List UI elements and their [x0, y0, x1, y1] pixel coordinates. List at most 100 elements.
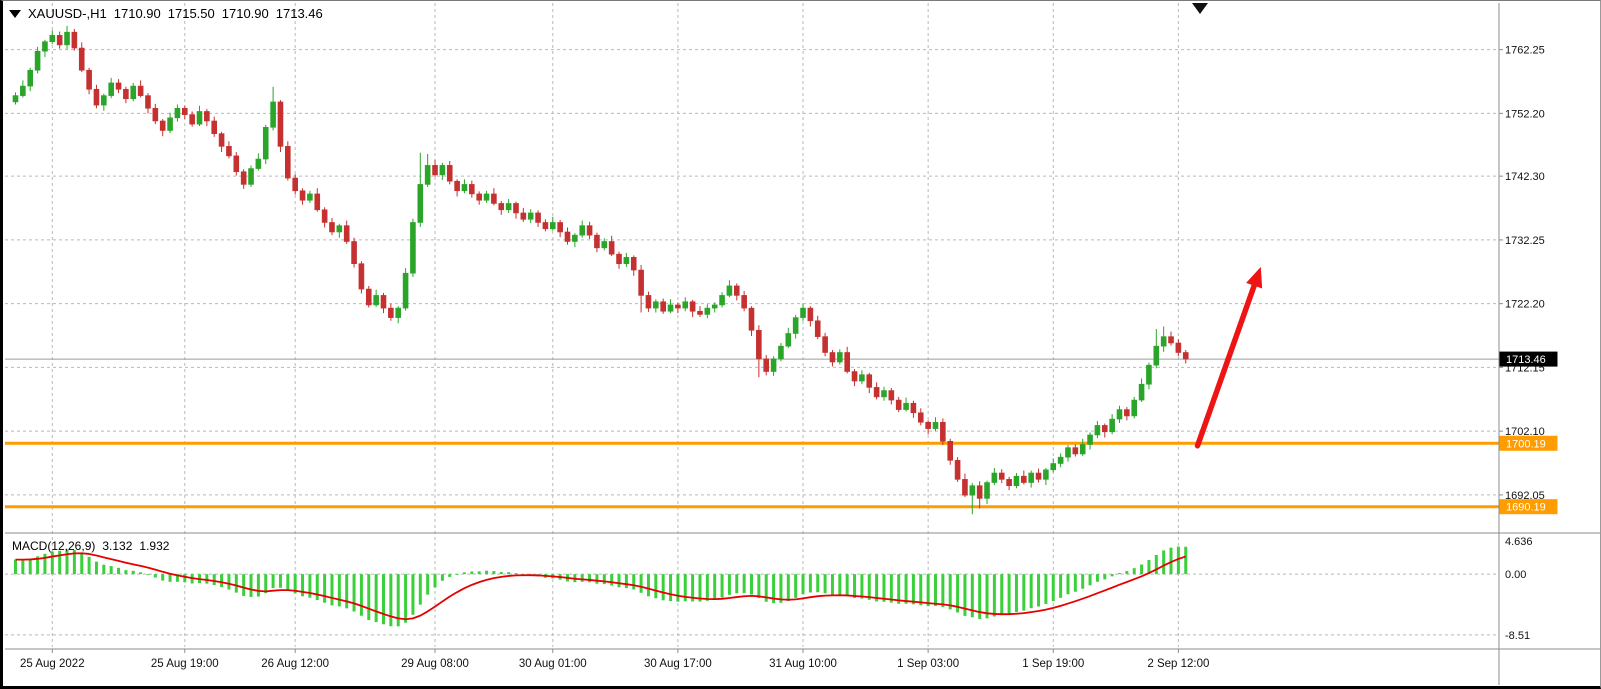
candle-body — [498, 203, 505, 211]
candle-body — [579, 225, 586, 236]
candle-body — [859, 374, 865, 382]
macd-histogram-bar — [1169, 547, 1173, 575]
candle-body — [940, 421, 946, 442]
candle-body — [108, 82, 114, 96]
candle-body — [417, 184, 424, 223]
candle-body — [969, 485, 976, 496]
macd-histogram-bar — [735, 574, 739, 594]
candle-body — [1043, 469, 1049, 480]
candle-body — [1006, 479, 1012, 486]
candle-body — [807, 307, 814, 322]
candle-body — [1124, 409, 1130, 417]
macd-histogram-bar — [941, 574, 945, 608]
macd-axis-label: 4.636 — [1505, 536, 1533, 548]
macd-histogram-bar — [889, 574, 893, 603]
candle-body — [814, 320, 821, 337]
candle-body — [542, 222, 549, 230]
macd-indicator-label: MACD(12,26,9) 3.132 1.932 — [12, 539, 169, 553]
candle-body — [1109, 418, 1115, 433]
macd-histogram-bar — [389, 574, 393, 627]
chart-shift-marker-icon[interactable] — [1192, 3, 1208, 14]
candle-body — [373, 295, 379, 306]
chart-canvas[interactable]: 1762.251752.201742.301732.251722.201712.… — [3, 1, 1601, 689]
candle-body — [844, 352, 850, 372]
candle-body — [262, 127, 269, 160]
macd-histogram-bar — [1154, 554, 1158, 575]
macd-histogram-bar — [264, 574, 268, 594]
candle-body — [1101, 425, 1108, 433]
candle-body — [1072, 447, 1079, 455]
macd-histogram-bar — [764, 574, 768, 602]
macd-histogram-bar — [750, 574, 753, 595]
macd-histogram-bar — [838, 574, 842, 595]
chart-background — [3, 1, 1600, 686]
trend-arrow-head[interactable] — [1246, 266, 1263, 289]
macd-histogram-bar — [36, 556, 40, 575]
candle-body — [505, 203, 512, 211]
candle-body — [917, 412, 924, 423]
candle-body — [888, 390, 895, 401]
macd-histogram-bar — [639, 574, 643, 593]
macd-histogram-bar — [65, 549, 69, 575]
macd-histogram-bar — [50, 551, 54, 575]
candle-body — [307, 193, 313, 201]
macd-histogram-bar — [588, 574, 592, 583]
macd-histogram-bar — [632, 574, 636, 590]
macd-histogram-bar — [1022, 574, 1026, 611]
candle-body — [1050, 463, 1057, 471]
candle-body — [535, 212, 541, 223]
candle-body — [130, 85, 137, 100]
candle-body — [1175, 342, 1182, 353]
macd-histogram-bar — [794, 574, 798, 598]
candle-body — [1087, 434, 1093, 445]
macd-histogram-bar — [433, 574, 437, 588]
macd-histogram-bar — [499, 572, 503, 575]
price-axis-label: 1742.30 — [1505, 171, 1545, 183]
macd-histogram-bar — [727, 574, 731, 595]
macd-histogram-bar — [602, 574, 606, 585]
macd-histogram-bar — [757, 574, 761, 599]
time-axis-label: 25 Aug 2022 — [20, 658, 85, 670]
macd-histogram-bar — [1081, 574, 1085, 589]
macd-histogram-bar — [359, 574, 363, 616]
candle-body — [483, 193, 490, 201]
header-triangle-icon[interactable] — [9, 9, 21, 18]
candle-body — [785, 333, 792, 347]
macd-histogram-bar — [934, 574, 937, 606]
macd-histogram-bar — [58, 550, 62, 575]
macd-histogram-bar — [146, 574, 150, 575]
macd-histogram-bar — [382, 574, 385, 625]
candle-body — [358, 263, 365, 290]
macd-histogram-bar — [978, 574, 982, 619]
candle-body — [711, 304, 718, 309]
macd-histogram-bar — [426, 574, 430, 595]
macd-histogram-bar — [992, 574, 996, 617]
candle-body — [837, 352, 843, 363]
macd-histogram-bar — [646, 574, 650, 597]
candle-body — [549, 222, 556, 230]
candle-body — [454, 180, 460, 192]
candle-body — [123, 88, 129, 100]
trend-arrow-line[interactable] — [1194, 279, 1259, 449]
macd-signal-line — [15, 552, 1187, 621]
hline-price-badge-text: 1700.19 — [1506, 438, 1546, 450]
chart-header: XAUUSD-,H1 1710.90 1715.50 1710.90 1713.… — [9, 6, 323, 21]
candle-body — [56, 35, 63, 46]
candle-body — [1116, 409, 1123, 420]
candle-body — [410, 222, 416, 274]
candle-body — [388, 307, 394, 318]
candle-body — [800, 307, 806, 318]
candle-body — [1028, 472, 1034, 483]
macd-histogram-bar — [43, 553, 47, 575]
macd-histogram-bar — [514, 573, 518, 575]
candle-body — [962, 479, 968, 496]
macd-histogram-bar — [418, 574, 422, 605]
macd-histogram-bar — [28, 558, 32, 575]
candle-body — [1153, 345, 1160, 366]
macd-histogram-bar — [183, 574, 187, 583]
candle-body — [998, 472, 1005, 480]
macd-histogram-bar — [867, 574, 871, 600]
candle-body — [277, 101, 284, 147]
macd-histogram-bar — [1051, 574, 1055, 602]
candle-body — [1079, 444, 1086, 455]
